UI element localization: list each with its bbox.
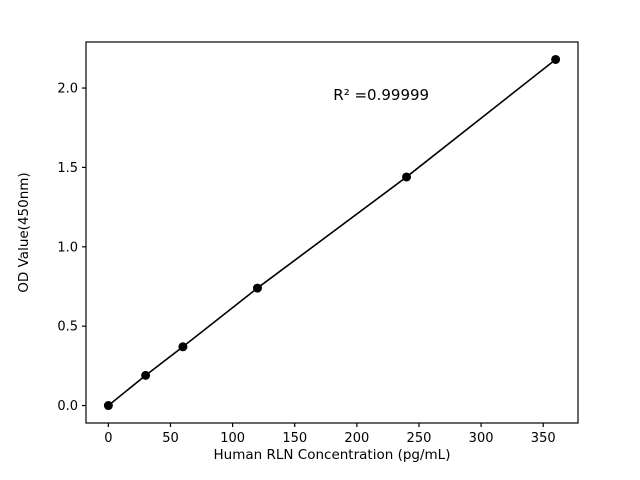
x-axis-label: Human RLN Concentration (pg/mL) xyxy=(214,447,451,463)
data-point xyxy=(103,401,113,411)
x-tick-label: 300 xyxy=(469,431,494,446)
y-axis-label: OD Value(450nm) xyxy=(16,172,32,292)
y-tick-label: 0.0 xyxy=(57,399,78,414)
plot-border xyxy=(85,41,579,424)
x-tick-label: 100 xyxy=(220,431,245,446)
y-tick-label: 0.5 xyxy=(57,320,78,335)
y-tick-label: 1.0 xyxy=(57,240,78,255)
r-squared-annotation: R² =0.99999 xyxy=(333,86,429,104)
data-point xyxy=(551,54,561,64)
x-tick-label: 250 xyxy=(407,431,432,446)
x-tick-label: 150 xyxy=(282,431,307,446)
data-point xyxy=(252,283,262,293)
data-point xyxy=(402,172,412,182)
x-tick-label: 200 xyxy=(344,431,369,446)
x-tick-label: 350 xyxy=(531,431,556,446)
x-tick-label: 0 xyxy=(104,431,112,446)
y-tick-label: 1.5 xyxy=(57,161,78,176)
regression-line xyxy=(107,58,557,407)
x-tick-label: 50 xyxy=(162,431,179,446)
data-point xyxy=(178,342,188,352)
y-tick-label: 2.0 xyxy=(57,82,78,97)
data-point xyxy=(141,370,151,380)
